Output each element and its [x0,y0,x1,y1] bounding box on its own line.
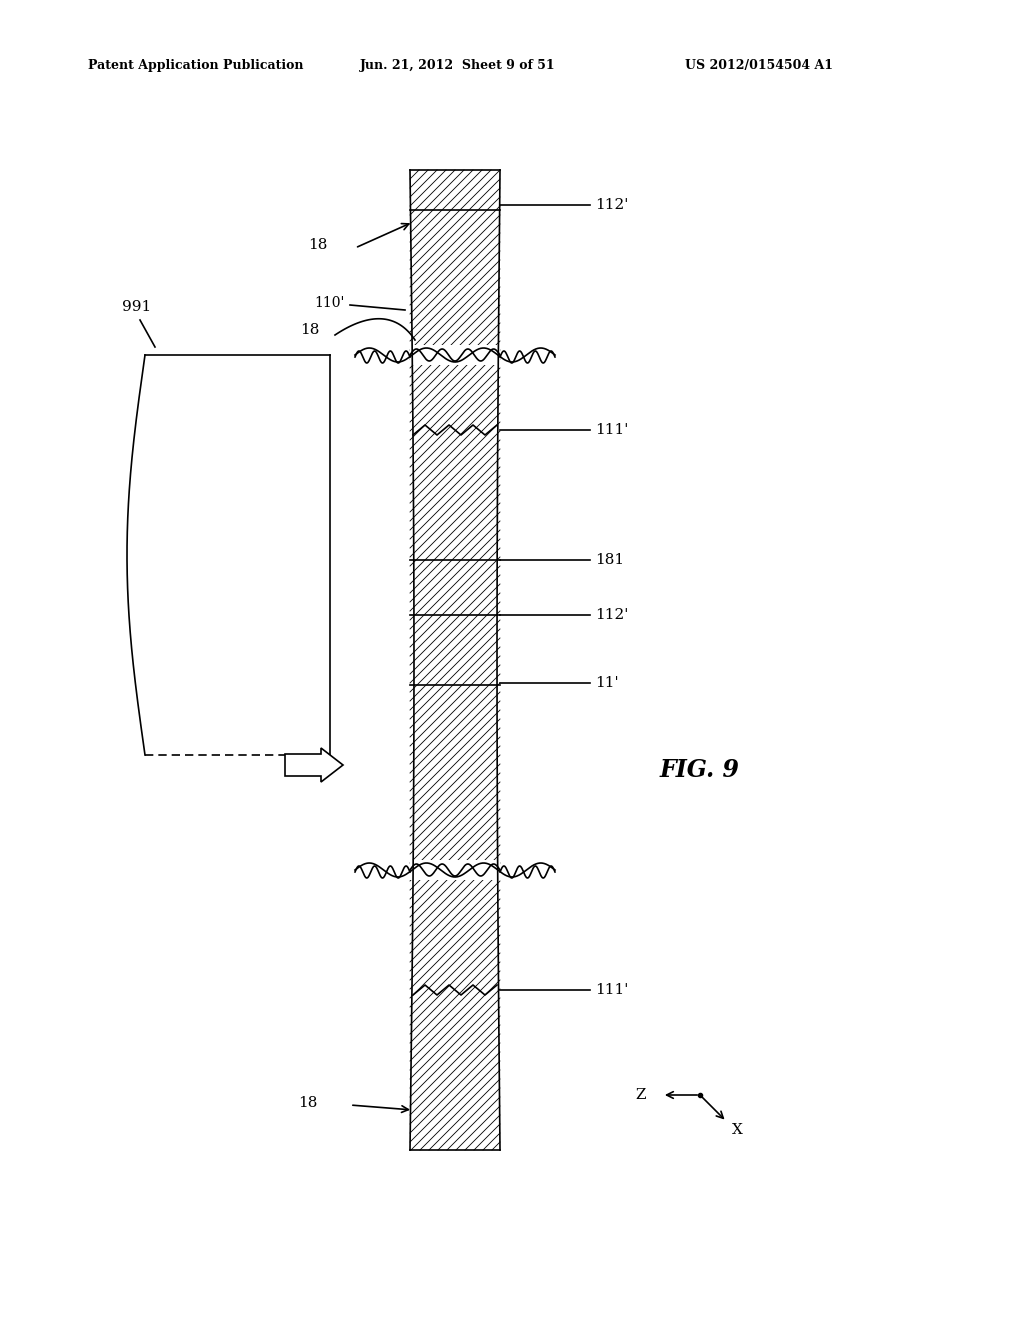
Text: 18: 18 [300,323,319,337]
Polygon shape [285,748,343,781]
Text: 112': 112' [595,609,629,622]
Text: 18: 18 [308,238,328,252]
Bar [410,170,500,1150]
Text: US 2012/0154504 A1: US 2012/0154504 A1 [685,58,833,71]
Text: 18: 18 [298,1096,317,1110]
Text: 181: 181 [595,553,624,568]
Text: 112': 112' [595,198,629,213]
Text: 11': 11' [595,676,618,690]
Text: 110': 110' [314,296,345,310]
Text: FIG. 9: FIG. 9 [660,758,740,781]
Text: X: X [731,1122,742,1137]
Text: 991: 991 [123,300,152,314]
Bar [410,861,500,880]
Text: Patent Application Publication: Patent Application Publication [88,58,303,71]
Bar [410,345,500,366]
Text: Jun. 21, 2012  Sheet 9 of 51: Jun. 21, 2012 Sheet 9 of 51 [360,58,556,71]
Text: 111': 111' [595,422,629,437]
Text: 111': 111' [595,983,629,997]
Text: Z: Z [636,1088,646,1102]
